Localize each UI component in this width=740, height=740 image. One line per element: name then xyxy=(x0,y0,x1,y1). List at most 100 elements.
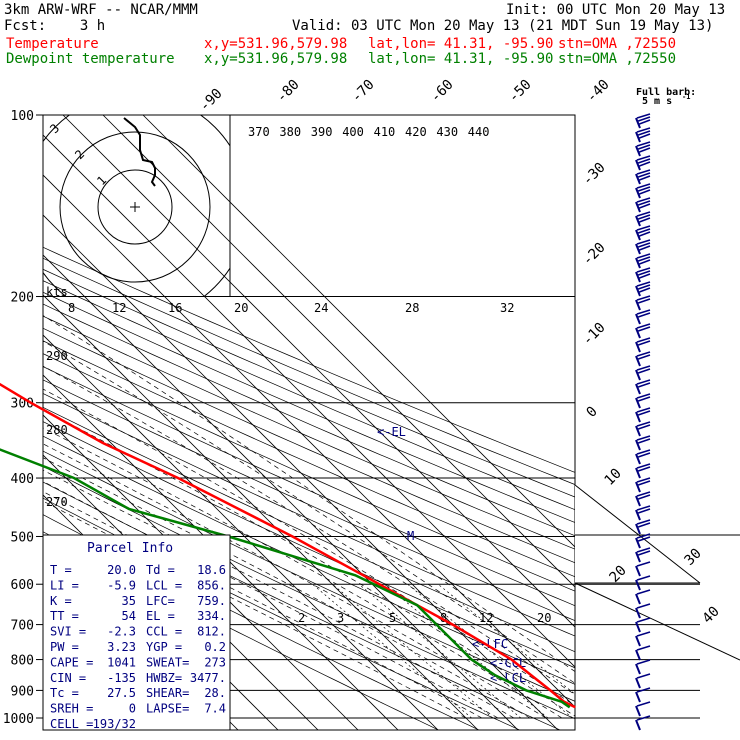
moist-adiabat-34 xyxy=(43,315,575,672)
speed-label-28: 28 xyxy=(405,301,419,315)
dry-adiabat-370 xyxy=(43,353,575,592)
parcel-label-b-9: LAPSE= xyxy=(146,702,189,716)
isotherm--30 xyxy=(43,374,399,730)
hodograph-ring-1 xyxy=(97,169,173,245)
parcel-value-4: -2.3 xyxy=(107,625,136,639)
dry-adiabat-420 xyxy=(43,291,575,523)
parcel-info-panel: Parcel Info T = 20.0 Td = 18.6 LI = -5.9 LCL =… xyxy=(42,534,231,731)
moist-adiabat-2 xyxy=(43,469,515,719)
wind-barb xyxy=(635,197,651,213)
parcel-label-7: CIN = xyxy=(50,671,86,685)
parcel-value-5: 3.23 xyxy=(107,640,136,654)
parcel-label-2: K = xyxy=(50,594,72,608)
wind-barb xyxy=(635,155,651,171)
speed-label-20: 20 xyxy=(234,301,248,315)
parcel-label-1: LI = xyxy=(50,578,79,592)
wind-barb xyxy=(635,407,651,423)
theta-label-400: 400 xyxy=(342,125,364,139)
isotherm-label-40: 40 xyxy=(700,604,723,627)
theta-label-430: 430 xyxy=(436,125,458,139)
moist-adiabat-30 xyxy=(43,340,575,684)
model-title: 3km ARW-WRF -- NCAR/MMM xyxy=(4,2,198,18)
parcel-value-7: -135 xyxy=(107,671,136,685)
parcel-label-b-8: SHEAR= xyxy=(146,686,189,700)
isotherm--40 xyxy=(43,414,359,730)
parcel-label-b-0: Td = xyxy=(146,563,175,577)
moist-adiabat-10 xyxy=(43,443,547,719)
dry-adiabat-360 xyxy=(43,366,575,607)
dewpoint-legend-xy: x,y=531.96,579.98 xyxy=(204,51,348,67)
wind-barb xyxy=(635,239,651,255)
wind-barb xyxy=(635,449,651,465)
init-time: Init: 00 UTC Mon 20 May 13 xyxy=(506,2,726,18)
wind-barb xyxy=(635,351,651,367)
hodograph-ring-2 xyxy=(59,131,211,283)
parcel-label-6: CAPE = xyxy=(50,655,93,669)
parcel-label-b-6: SWEAT= xyxy=(146,655,189,669)
isotherm-label--90: -90 xyxy=(197,86,226,115)
parcel-label-0: T = xyxy=(50,563,72,577)
parcel-value-0: 20.0 xyxy=(107,563,136,577)
theta-e-label-270: 270 xyxy=(46,495,68,509)
isotherm--120 xyxy=(0,115,39,731)
wind-barb xyxy=(635,435,651,451)
speed-label-16: 16 xyxy=(168,301,182,315)
dry-adiabat-410 xyxy=(43,303,575,537)
hodograph-ring-label-1: 1 xyxy=(94,173,109,188)
dry-adiabat-310 xyxy=(43,435,575,685)
parcel-label-b-4: CCL = xyxy=(146,625,182,639)
wind-barb xyxy=(635,141,651,157)
forecast-hour: Fcst: 3 h xyxy=(4,18,106,34)
isotherm-label--20: -20 xyxy=(580,240,609,269)
lcl-marker: <-LCL xyxy=(490,671,526,685)
speed-label-12: 12 xyxy=(112,301,126,315)
wind-barb xyxy=(635,631,651,647)
wind-scale-exponent: -1 xyxy=(682,93,690,101)
frame-diagonal-lower xyxy=(574,582,740,661)
dry-adiabat-380 xyxy=(43,340,575,578)
parcel-value-b-9: 7.4 xyxy=(204,702,226,716)
mixing-ratio-label-12: 12 xyxy=(479,611,493,625)
wind-barb xyxy=(635,365,651,381)
wind-barb xyxy=(635,589,651,605)
mixing-ratio-3 xyxy=(332,583,494,719)
isotherm-label--50: -50 xyxy=(506,77,535,106)
parcel-value-b-0: 18.6 xyxy=(197,563,226,577)
parcel-value-b-6: 273 xyxy=(204,655,226,669)
wind-barb xyxy=(635,253,651,269)
pressure-label-100: 100 xyxy=(11,109,34,124)
wind-barb xyxy=(635,281,651,297)
isotherm-0 xyxy=(43,254,519,730)
wind-barb xyxy=(635,617,651,633)
mixing-ratio-label-8: 8 xyxy=(440,611,447,625)
wind-barb xyxy=(635,169,651,185)
wind-barb xyxy=(635,323,651,339)
wind-barb xyxy=(635,463,651,479)
moist-adiabat-14 xyxy=(43,427,563,719)
temperature-legend-latlon: lat,lon= 41.31, -95.90 xyxy=(368,36,554,52)
isotherm-label--40: -40 xyxy=(584,77,613,106)
parcel-value-b-5: 0.2 xyxy=(204,640,226,654)
wind-barb-column xyxy=(635,113,651,731)
dewpoint-legend-label: Dewpoint temperature xyxy=(6,51,175,67)
theta-label-370: 370 xyxy=(248,125,270,139)
parcel-value-3: 54 xyxy=(122,609,136,623)
theta-label-420: 420 xyxy=(405,125,427,139)
hodograph-unit-label: kts xyxy=(46,285,68,299)
pressure-label-400: 400 xyxy=(11,472,34,487)
temperature-profile xyxy=(0,382,576,709)
parcel-info-title: Parcel Info xyxy=(87,541,173,556)
theta-e-label-280: 280 xyxy=(46,423,68,437)
isotherm--10 xyxy=(43,294,479,730)
wind-barb xyxy=(635,127,651,143)
theta-label-440: 440 xyxy=(468,125,490,139)
dry-adiabat-440 xyxy=(43,268,575,498)
pressure-label-600: 600 xyxy=(11,578,34,593)
theta-e-label-290: 290 xyxy=(46,349,68,363)
dewpoint-legend-latlon: lat,lon= 41.31, -95.90 xyxy=(368,51,554,67)
pressure-label-200: 200 xyxy=(11,291,34,306)
m-marker: M xyxy=(407,529,414,543)
parcel-label-b-1: LCL = xyxy=(146,578,182,592)
isotherm-40 xyxy=(62,115,575,628)
dry-adiabat-460 xyxy=(43,246,575,473)
